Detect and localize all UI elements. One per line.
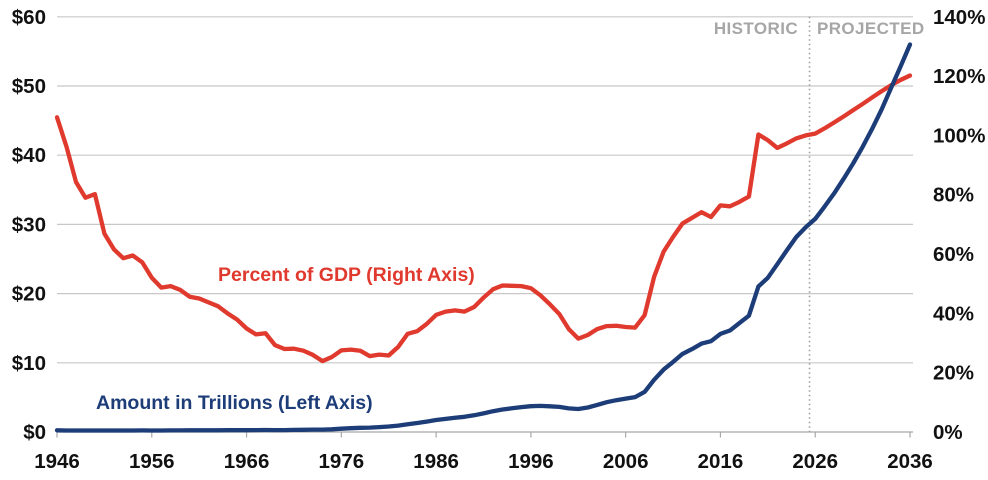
left-axis-label: $30 xyxy=(12,213,46,236)
amount-in-trillions-series-label: Amount in Trillions (Left Axis) xyxy=(96,392,373,414)
right-axis-label: 40% xyxy=(933,302,974,325)
left-axis-label: $60 xyxy=(12,6,46,29)
historic-annotation: HISTORIC xyxy=(713,19,798,38)
x-axis-label: 1976 xyxy=(319,450,365,473)
x-axis-label: 1966 xyxy=(224,450,270,473)
x-axis-label: 2026 xyxy=(792,450,838,473)
right-axis-label: 120% xyxy=(933,65,985,88)
x-axis-label: 1946 xyxy=(34,450,80,473)
x-axis-label: 2016 xyxy=(698,450,744,473)
right-axis-label: 20% xyxy=(933,362,974,385)
left-axis-label: $10 xyxy=(12,352,46,375)
right-axis-label: 60% xyxy=(933,243,974,266)
projected-annotation: PROJECTED xyxy=(817,19,925,38)
right-axis-label: 80% xyxy=(933,184,974,207)
left-axis-label: $0 xyxy=(23,421,46,444)
right-axis-label: 0% xyxy=(933,421,963,444)
right-axis-label: 100% xyxy=(933,124,985,147)
x-axis-label: 1986 xyxy=(413,450,459,473)
left-axis-label: $20 xyxy=(12,283,46,306)
x-axis-label: 1956 xyxy=(129,450,175,473)
right-axis-label: 140% xyxy=(933,6,985,29)
amount-trillions-line xyxy=(54,42,913,433)
left-axis-label: $40 xyxy=(12,144,46,167)
x-axis-label: 1996 xyxy=(508,450,554,473)
left-axis-label: $50 xyxy=(12,75,46,98)
percent-gdp-line xyxy=(54,73,913,364)
percent-of-gdp-series-label: Percent of GDP (Right Axis) xyxy=(218,264,475,286)
x-axis-label: 2036 xyxy=(887,450,933,473)
x-axis-label: 2006 xyxy=(603,450,649,473)
